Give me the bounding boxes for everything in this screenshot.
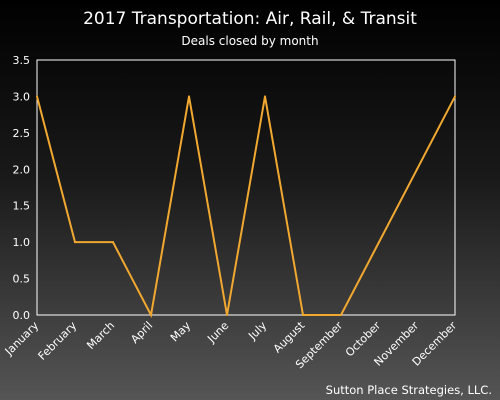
y-tick-label: 2.5 — [13, 127, 31, 140]
y-axis-ticks: 0.0 0.5 1.0 1.5 2.0 2.5 3.0 3.5 — [13, 54, 31, 322]
data-point-march — [112, 241, 114, 244]
y-tick-label: 3.0 — [13, 90, 31, 103]
data-point-february — [74, 241, 76, 244]
data-point-november — [416, 168, 418, 171]
x-tick-label: May — [168, 319, 194, 345]
x-tick-label: June — [204, 319, 231, 346]
x-tick-label: March — [84, 319, 117, 352]
data-points — [36, 95, 456, 316]
x-tick-label: April — [128, 319, 155, 346]
data-point-june — [226, 314, 228, 316]
data-point-july — [264, 95, 266, 98]
series-line — [36, 95, 456, 319]
y-tick-label: 3.5 — [13, 54, 31, 67]
y-tick-label: 0.0 — [13, 309, 31, 322]
y-tick-label: 0.5 — [13, 273, 31, 286]
x-tick-label: February — [36, 319, 80, 363]
data-point-april — [150, 314, 152, 316]
y-tick-label: 1.0 — [13, 236, 31, 249]
data-point-september — [340, 314, 342, 316]
data-point-may — [188, 95, 190, 98]
y-tick-label: 2.0 — [13, 163, 31, 176]
y-tick-label: 1.5 — [13, 200, 31, 213]
data-point-august — [302, 314, 304, 316]
data-point-october — [378, 241, 380, 244]
chart-subtitle: Deals closed by month — [181, 34, 318, 48]
data-point-december — [454, 95, 456, 98]
data-point-january — [36, 95, 38, 98]
source-credit: Sutton Place Strategies, LLC. — [326, 383, 492, 397]
x-tick-label: August — [271, 319, 308, 356]
chart-title: 2017 Transportation: Air, Rail, & Transi… — [83, 9, 417, 29]
plot-area-frame — [36, 59, 456, 316]
x-tick-label: July — [245, 319, 269, 343]
